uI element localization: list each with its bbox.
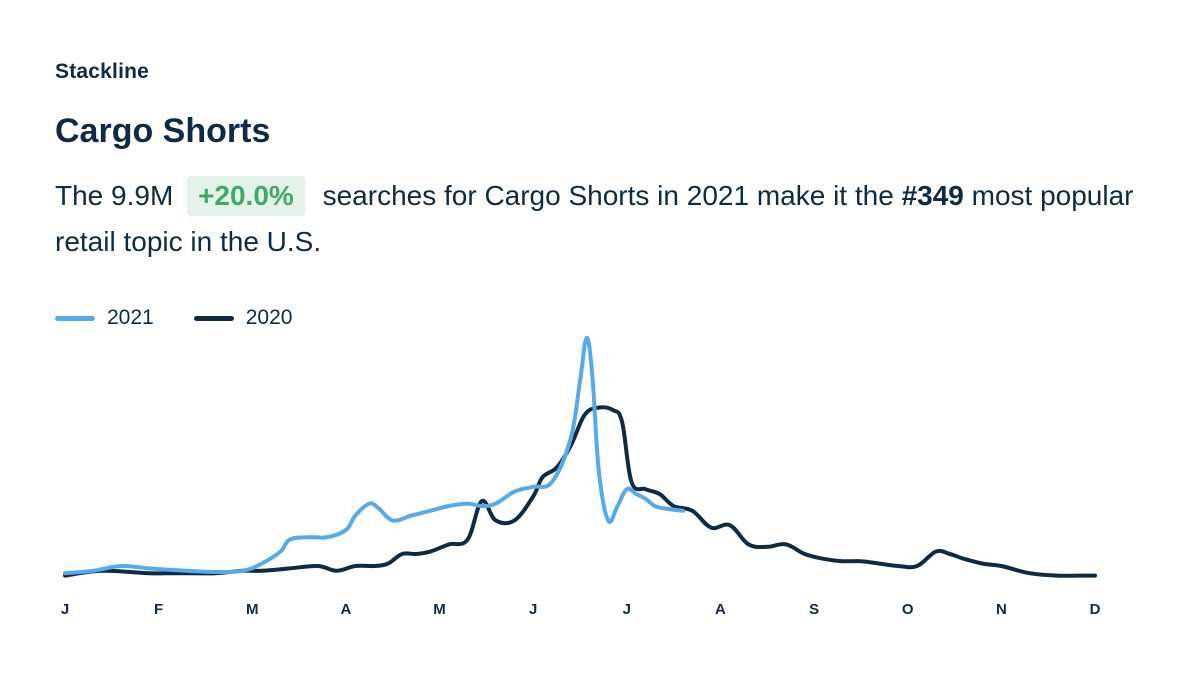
legend-item-2020[interactable]: 2020 [193,306,293,330]
x-tick-label: N [996,601,1007,618]
series-line-2020 [63,405,1097,578]
x-tick-label: A [340,601,351,618]
x-tick-label: F [154,601,163,618]
summary-middle: searches for Cargo Shorts in 2021 make i… [322,180,902,211]
legend-label-2021: 2021 [107,306,154,329]
chart-legend: 2021 2020 [55,306,332,330]
x-tick-label: O [902,601,914,618]
legend-item-2021[interactable]: 2021 [55,306,154,330]
x-tick-label: D [1090,601,1101,618]
summary-text: The 9.9M +20.0% searches for Cargo Short… [55,173,1155,265]
page-title: Cargo Shorts [55,112,271,150]
change-badge: +20.0% [187,176,305,216]
rank-value: #349 [901,180,964,211]
legend-swatch-2021 [55,315,95,321]
x-tick-label: M [433,601,446,618]
summary-prefix: The [55,180,112,211]
summary-suffix: most popular retail topic in the U.S. [55,180,1134,257]
legend-swatch-2020 [193,315,234,321]
search-count: 9.9M [111,180,174,211]
x-tick-label: J [623,601,631,618]
brand-logo: Stackline [55,60,150,83]
series-line-2021 [63,335,685,576]
x-tick-label: A [715,601,726,618]
legend-label-2020: 2020 [245,306,293,329]
x-tick-label: J [529,601,537,618]
series-layer [63,335,1097,578]
x-tick-label: M [246,601,259,618]
x-tick-label: S [809,601,819,618]
x-tick-label: J [61,601,69,618]
